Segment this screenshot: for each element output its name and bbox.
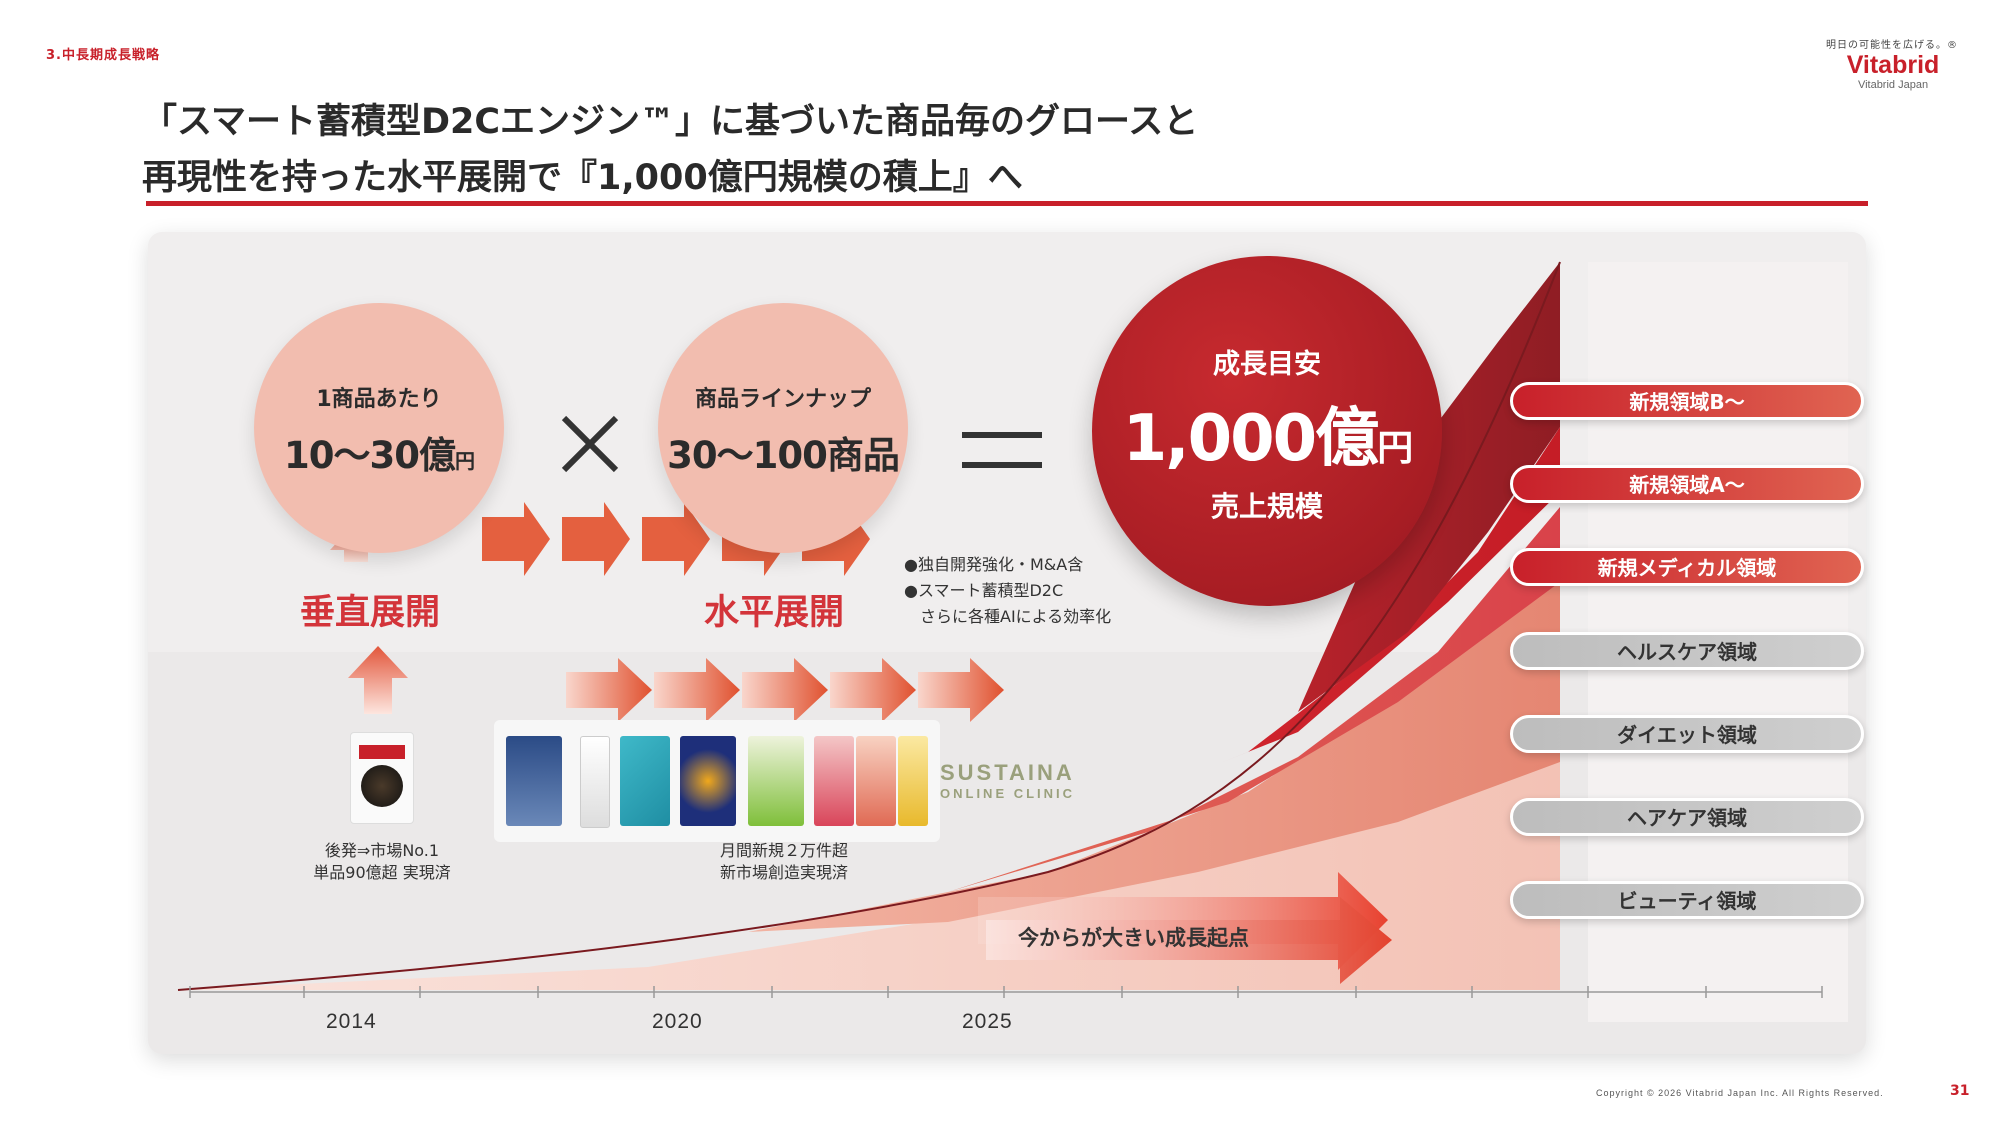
equals-icon bbox=[962, 432, 1042, 468]
lineup-circle: 商品ラインナップ 30〜100商品 bbox=[658, 303, 908, 553]
note-item: ●スマート蓄積型D2C bbox=[904, 581, 1064, 600]
caption-line: 単品90億超 実現済 bbox=[313, 863, 451, 882]
growth-curve-line bbox=[177, 261, 1561, 991]
note-item: さらに各種AIによる効率化 bbox=[904, 607, 1112, 626]
product-pack bbox=[814, 736, 854, 826]
target-unit: 円 bbox=[1377, 428, 1413, 469]
year-label: 2014 bbox=[326, 1010, 377, 1033]
logo-brand: Vitabrid bbox=[1846, 51, 1940, 79]
caption-line: 月間新規２万件超 bbox=[719, 841, 848, 860]
segment-pill: 新規メディカル領域 bbox=[1510, 548, 1864, 586]
vertical-expansion-label: 垂直展開 bbox=[300, 593, 441, 633]
target-value: 1,000億円 bbox=[1092, 387, 1442, 479]
segment-pill: ヘルスケア領域 bbox=[1510, 632, 1864, 670]
copyright-text: Copyright © 2026 Vitabrid Japan Inc. All… bbox=[1596, 1088, 1884, 1098]
product-pack bbox=[506, 736, 562, 826]
segment-pill: ヘアケア領域 bbox=[1510, 798, 1864, 836]
horizontal-caption: 月間新規２万件超 新市場創造実現済 bbox=[694, 840, 874, 884]
vertical-caption: 後発⇒市場No.1 単品90億超 実現済 bbox=[292, 840, 472, 884]
segment-pill: ビューティ領域 bbox=[1510, 881, 1864, 919]
lineup-label: 商品ラインナップ bbox=[694, 387, 871, 412]
times-icon bbox=[561, 415, 619, 473]
sales-target-circle: 成長目安 1,000億円 売上規模 bbox=[1092, 256, 1442, 606]
per-product-circle: 1商品あたり 10〜30億円 bbox=[254, 303, 504, 553]
logo-tagline: 明日の可能性を広げる。® bbox=[1826, 40, 1958, 51]
segment-pill: 新規領域A〜 bbox=[1510, 465, 1864, 503]
growth-callout-arrow bbox=[986, 897, 1392, 984]
flagship-product-image bbox=[350, 732, 414, 824]
per-product-amount: 10〜30億 bbox=[284, 434, 456, 477]
company-logo: 明日の可能性を広げる。® Vitabrid Vitabrid Japan bbox=[1808, 36, 1958, 91]
logo-sub: Vitabrid Japan bbox=[1857, 79, 1929, 91]
segment-pill: 新規領域B〜 bbox=[1510, 382, 1864, 420]
section-label: 3.中長期成長戦略 bbox=[46, 48, 160, 63]
product-graphic bbox=[361, 765, 403, 807]
area-layer-1 bbox=[178, 562, 1560, 990]
page-number: 31 bbox=[1950, 1083, 1970, 1099]
product-pack bbox=[680, 736, 736, 826]
expansion-notes: ●独自開発強化・M&A含 ●スマート蓄積型D2C さらに各種AIによる効率化 bbox=[904, 552, 1111, 630]
title-line-2: 再現性を持った水平展開で『1,000億円規模の積上』へ bbox=[142, 158, 1023, 198]
target-label: 成長目安 bbox=[1213, 349, 1321, 380]
horizontal-arrow-icons bbox=[566, 658, 1004, 722]
sustaina-logo: SUSTAINA ONLINE CLINIC bbox=[940, 760, 1075, 801]
segment-pill: ダイエット領域 bbox=[1510, 715, 1864, 753]
product-pack bbox=[620, 736, 670, 826]
area-layer-2 bbox=[748, 562, 1560, 932]
caption-line: 新市場創造実現済 bbox=[719, 863, 848, 882]
timeline-ticks bbox=[189, 986, 1823, 998]
product-pack bbox=[748, 736, 804, 826]
per-product-unit: 円 bbox=[454, 449, 475, 473]
horizontal-expansion-label: 水平展開 bbox=[704, 593, 845, 633]
growth-start-callout: 今からが大きい成長起点 bbox=[1018, 926, 1249, 950]
year-label: 2025 bbox=[962, 1010, 1013, 1033]
note-item: ●独自開発強化・M&A含 bbox=[904, 555, 1084, 574]
vertical-arrow-icon bbox=[348, 646, 408, 714]
target-sub: 売上規模 bbox=[1210, 490, 1323, 523]
product-pack bbox=[580, 736, 610, 828]
sustaina-name: SUSTAINA bbox=[940, 760, 1075, 785]
title-underline bbox=[146, 201, 1868, 206]
year-label: 2020 bbox=[652, 1010, 703, 1033]
product-label-band bbox=[359, 745, 405, 759]
product-pack bbox=[856, 736, 896, 826]
sustaina-sub: ONLINE CLINIC bbox=[940, 786, 1076, 801]
caption-line: 後発⇒市場No.1 bbox=[324, 841, 440, 860]
product-lineup-images bbox=[494, 720, 940, 842]
product-pack bbox=[898, 736, 928, 826]
target-amount: 1,000億 bbox=[1122, 402, 1379, 476]
per-product-value: 10〜30億円 bbox=[254, 425, 504, 479]
per-product-label: 1商品あたり bbox=[316, 387, 442, 412]
lineup-value: 30〜100商品 bbox=[667, 434, 900, 477]
page-title: 「スマート蓄積型D2Cエンジン™」に基づいた商品毎のグロースと 再現性を持った水… bbox=[142, 94, 1198, 206]
title-line-1: 「スマート蓄積型D2Cエンジン™」に基づいた商品毎のグロースと bbox=[142, 102, 1199, 142]
